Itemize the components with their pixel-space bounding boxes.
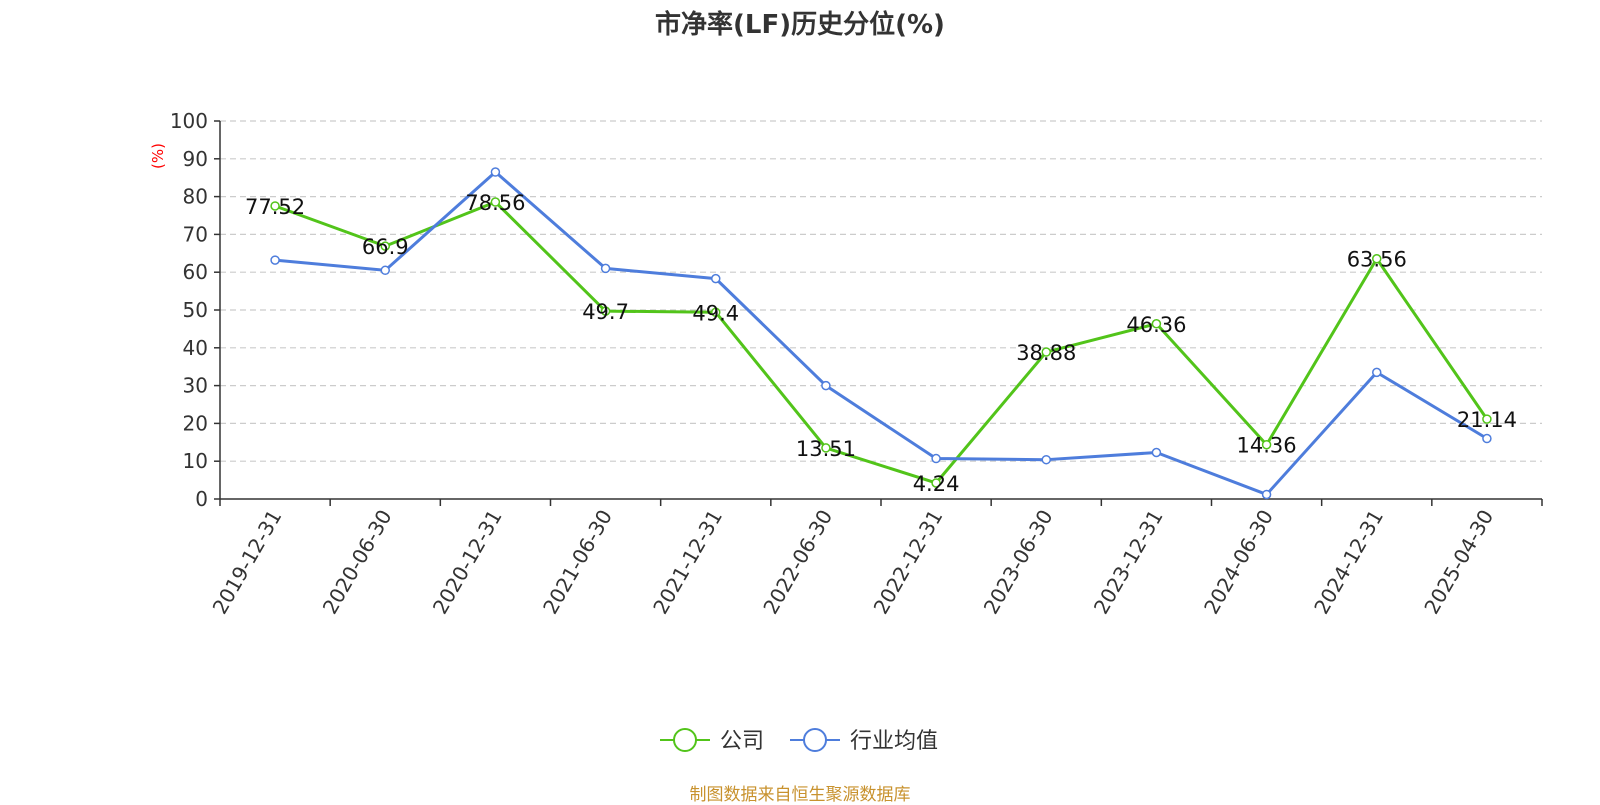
data-point-industry [931, 453, 941, 464]
data-point-company [380, 241, 390, 251]
data-label: 49.7 [582, 300, 629, 324]
data-point-company [1151, 319, 1162, 329]
x-tick-label: 2020-06-30 [318, 506, 397, 619]
y-tick-label: 80 [183, 185, 208, 209]
data-point-industry [270, 255, 280, 265]
data-label: 77.52 [245, 195, 305, 219]
x-tick-label: 2021-06-30 [538, 506, 617, 619]
data-label: 63.56 [1347, 248, 1407, 272]
x-tick-label: 2022-12-31 [869, 505, 948, 618]
source-footer: 制图数据来自恒生聚源数据库 [689, 785, 911, 805]
y-tick-label: 40 [183, 336, 208, 360]
data-point-company [1261, 439, 1272, 450]
data-point-company [1372, 253, 1382, 264]
data-point-industry [600, 263, 611, 274]
data-point-industry [490, 167, 501, 177]
data-point-company [270, 201, 280, 211]
data-point-company [1041, 347, 1051, 357]
x-tick-label: 2025-04-30 [1419, 506, 1498, 619]
data-label: 4.24 [913, 472, 960, 496]
data-label: 21.14 [1457, 408, 1517, 432]
x-tick-label: 2022-06-30 [758, 506, 837, 619]
data-point-company [1482, 414, 1492, 424]
data-point-company [821, 443, 831, 453]
data-point-company [600, 306, 611, 316]
y-tick-label: 20 [183, 411, 208, 435]
y-tick-label: 10 [183, 449, 208, 473]
legend-item-industry-label: 行业均值 [850, 729, 938, 754]
data-point-industry [380, 265, 390, 276]
legend-item-company-label: 公司 [720, 729, 764, 754]
x-tick-label: 2024-12-31 [1309, 506, 1388, 619]
chart-title: 市净率(LF)历史分位(%) [655, 10, 945, 40]
data-point-industry [1151, 447, 1162, 458]
series-line-company [274, 200, 1489, 485]
data-point-industry [821, 380, 831, 391]
legend-item-company-marker [673, 728, 697, 752]
data-label: 13.51 [796, 437, 856, 461]
series-line-industry [274, 170, 1488, 496]
data-label: 66.9 [362, 235, 409, 259]
x-tick-label: 2019-12-31 [208, 506, 287, 619]
y-tick-label: 100 [170, 109, 208, 133]
data-label: 78.56 [465, 191, 525, 215]
data-point-company [931, 478, 941, 488]
x-tick-label: 2023-12-31 [1089, 506, 1168, 619]
x-tick-label: 2023-06-30 [979, 506, 1058, 619]
x-tick-label: 2020-12-31 [428, 505, 507, 618]
x-tick-label: 2024-06-30 [1199, 506, 1278, 619]
y-tick-label: 30 [183, 374, 208, 398]
y-axis-label: (%) [149, 143, 167, 169]
data-point-industry [1261, 489, 1272, 500]
data-label: 46.36 [1126, 313, 1186, 337]
y-tick-label: 60 [183, 260, 208, 284]
data-point-industry [1372, 367, 1382, 378]
y-tick-label: 0 [195, 487, 208, 511]
x-tick-label: 2021-12-31 [648, 506, 727, 619]
legend-item-industry-marker [803, 728, 827, 752]
y-tick-label: 50 [183, 298, 208, 322]
data-point-company [490, 197, 501, 207]
data-label: 14.36 [1237, 434, 1297, 458]
data-point-industry [1041, 454, 1051, 465]
data-label: 49.4 [692, 301, 739, 325]
y-tick-label: 90 [183, 147, 208, 171]
data-label: 38.88 [1016, 341, 1076, 365]
y-tick-label: 70 [183, 222, 208, 246]
data-point-company [711, 307, 721, 318]
data-point-industry [711, 273, 721, 284]
data-point-industry [1482, 433, 1492, 444]
